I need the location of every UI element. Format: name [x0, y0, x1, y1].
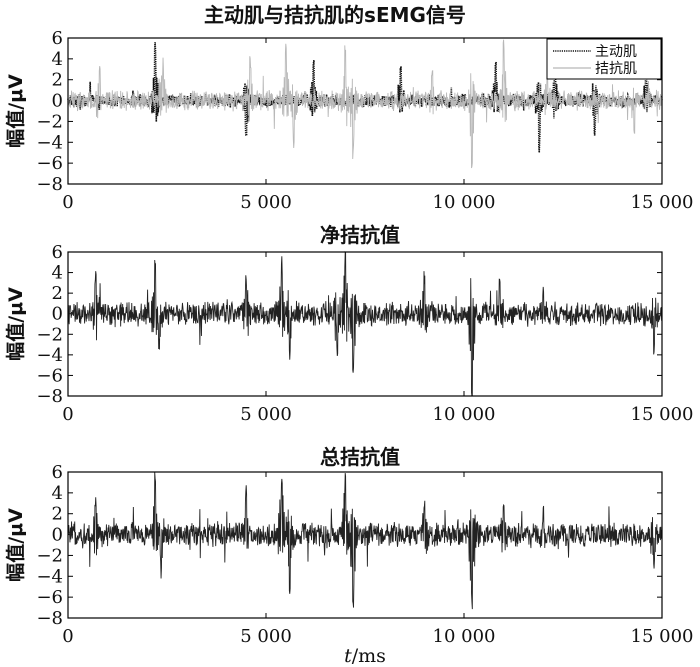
x-tick-label: 0 [62, 626, 73, 647]
y-tick-label: 4 [52, 263, 63, 284]
series-line-signal-2 [67, 251, 663, 397]
y-axis-label-2: 幅值/μV [4, 287, 27, 361]
x-tick-label: 15 000 [631, 404, 694, 425]
y-tick-label: −2 [36, 545, 63, 566]
series-line-signal-3 [67, 471, 663, 610]
y-tick-label: −8 [36, 608, 63, 629]
series-line-拮抗肌-1 [67, 39, 663, 169]
legend-label: 主动肌 [595, 44, 637, 60]
x-axis-label: t/ms [344, 645, 386, 667]
y-tick-label: −8 [36, 174, 63, 195]
y-tick-label: 4 [52, 483, 63, 504]
y-tick-label: 0 [52, 525, 63, 546]
y-tick-label: 2 [52, 504, 63, 525]
x-tick-label: 0 [62, 192, 73, 213]
y-axis-label-3: 幅值/μV [4, 508, 27, 582]
y-tick-label: 0 [52, 91, 63, 112]
plot-frame-2 [67, 251, 663, 397]
plot-frame-1 [67, 37, 663, 185]
x-tick-label: 10 000 [433, 192, 496, 213]
x-tick-label: 10 000 [433, 626, 496, 647]
legend-box [546, 38, 662, 80]
y-tick-label: 2 [52, 283, 63, 304]
x-tick-label: 5 000 [240, 626, 292, 647]
chart-title-3: 总拮抗值 [320, 445, 400, 469]
x-tick-label: 15 000 [631, 626, 694, 647]
y-tick-label: 6 [52, 462, 63, 483]
y-tick-label: 0 [52, 304, 63, 325]
y-tick-label: −6 [36, 587, 63, 608]
y-tick-label: 6 [52, 28, 63, 49]
chart-title-2: 净拮抗值 [320, 223, 400, 247]
y-tick-label: −4 [36, 132, 63, 153]
y-tick-label: −6 [36, 153, 63, 174]
y-tick-label: −2 [36, 111, 63, 132]
x-tick-label: 15 000 [631, 192, 694, 213]
y-tick-label: 6 [52, 242, 63, 263]
x-tick-label: 10 000 [433, 404, 496, 425]
x-tick-label: 0 [62, 404, 73, 425]
x-tick-label: 5 000 [240, 404, 292, 425]
y-tick-label: −4 [36, 345, 63, 366]
y-tick-label: 2 [52, 70, 63, 91]
y-tick-label: −8 [36, 386, 63, 407]
chart-title-1: 主动肌与拮抗肌的sEMG信号 [204, 3, 466, 27]
y-tick-label: −4 [36, 566, 63, 587]
y-tick-label: 4 [52, 49, 63, 70]
legend-label: 拮抗肌 [595, 61, 637, 77]
y-tick-label: −2 [36, 324, 63, 345]
x-tick-label: 5 000 [240, 192, 292, 213]
plot-frame-3 [67, 471, 663, 619]
y-axis-label-1: 幅值/μV [4, 74, 27, 148]
y-tick-label: −6 [36, 365, 63, 386]
